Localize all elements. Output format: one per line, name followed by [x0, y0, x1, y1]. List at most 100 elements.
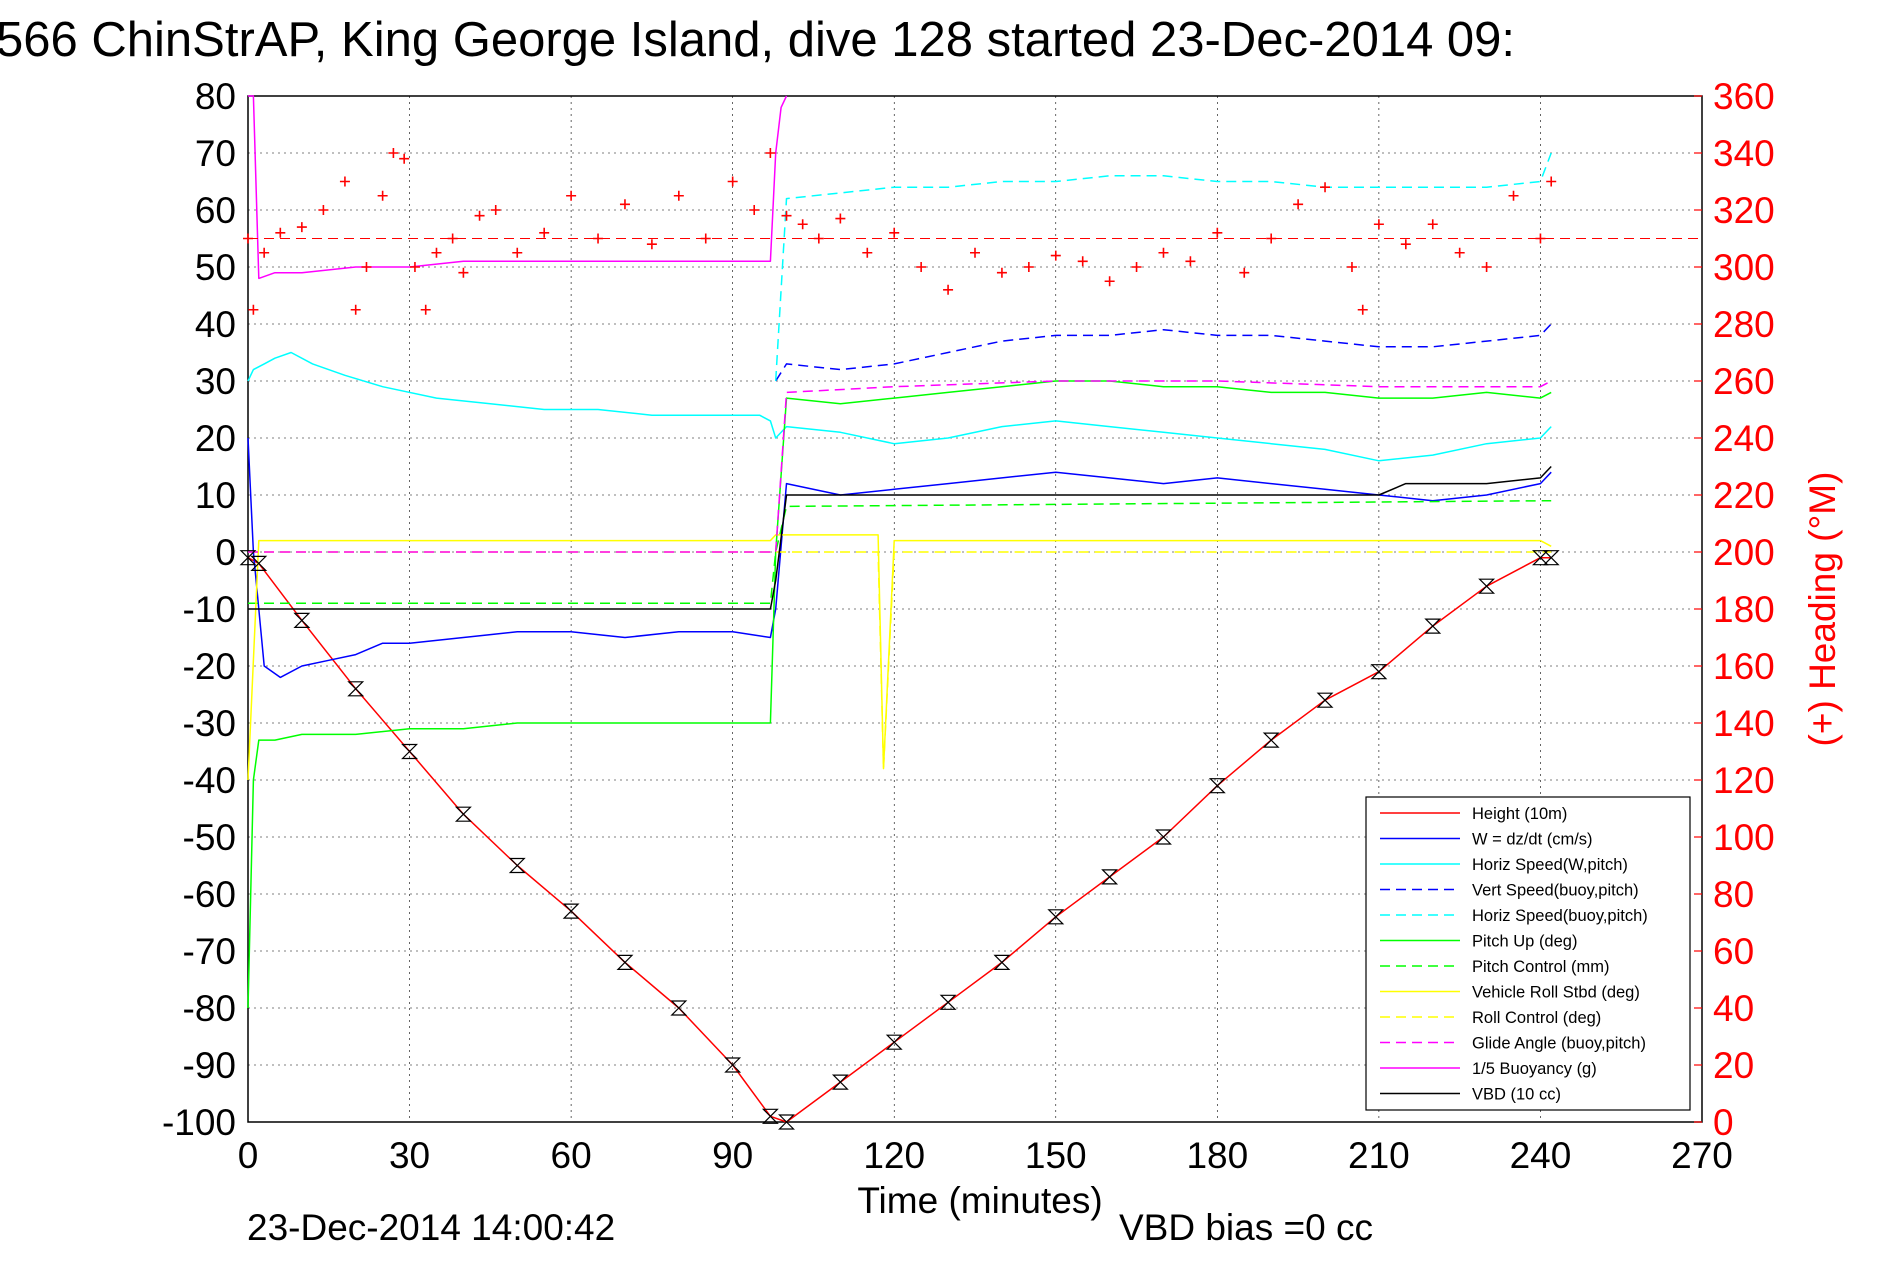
legend-box	[1365, 796, 1691, 1111]
legend-entry: Height (10m)	[1472, 805, 1567, 823]
heading-point	[361, 262, 372, 272]
heading-point	[350, 304, 361, 315]
heading-point	[943, 284, 954, 295]
y-tick-label: -60	[183, 874, 236, 915]
heading-point	[646, 239, 657, 250]
heading-point	[1357, 304, 1368, 315]
heading-point	[296, 222, 307, 233]
height-marker	[1155, 829, 1172, 845]
height-marker	[993, 954, 1011, 970]
right-y-tick-label: 100	[1713, 817, 1775, 858]
height-marker	[1316, 692, 1334, 708]
right-y-tick-label: 220	[1713, 475, 1775, 516]
height-marker	[670, 1000, 688, 1016]
height-marker	[250, 555, 268, 571]
heading-point	[318, 205, 329, 215]
right-y-tick-label: 260	[1713, 361, 1775, 402]
x-tick-label: 150	[1025, 1135, 1087, 1176]
legend-entry: Glide Angle (buoy,pitch)	[1472, 1035, 1646, 1053]
heading-point	[727, 176, 738, 187]
heading-points	[243, 148, 1702, 315]
heading-point	[409, 262, 420, 272]
heading-point	[1239, 267, 1250, 278]
height-marker	[239, 550, 257, 566]
legend-entry: Horiz Speed(W,pitch)	[1472, 856, 1628, 874]
heading-point	[259, 247, 270, 258]
legend-entry: Vert Speed(buoy,pitch)	[1472, 882, 1639, 900]
y-tick-labels: 80 70 60 50 40 30 20 10 0 -10 -20 -30 -40 -50 -60 -70 -8…	[162, 76, 236, 1143]
y-tick-label: -40	[183, 760, 236, 801]
x-tick-labels: 0 30 60 90 120 150 180 210 240 270	[238, 1135, 1733, 1176]
legend-entry: Vehicle Roll Stbd (deg)	[1472, 984, 1640, 1002]
x-tick-label: 120	[863, 1135, 925, 1176]
series-lines	[247, 95, 1552, 1123]
heading-point	[490, 205, 501, 215]
right-axis-label: (+) Heading (°M)	[1802, 472, 1843, 747]
heading-point	[1481, 262, 1492, 272]
heading-point	[1454, 247, 1465, 258]
right-y-tick-label: 80	[1713, 874, 1754, 915]
heading-point	[797, 219, 808, 230]
right-y-tick-labels: 3603403203002802602402202001801601401201…	[1694, 76, 1775, 1143]
y-tick-label: 40	[195, 304, 236, 345]
x-tick-label: 210	[1348, 1135, 1410, 1176]
heading-point	[431, 247, 442, 258]
series-line-9	[248, 380, 1552, 553]
heading-point	[512, 247, 523, 258]
x-tick-label: 240	[1510, 1135, 1572, 1176]
heading-point	[420, 304, 431, 315]
heading-point	[275, 227, 286, 238]
height-marker	[885, 1034, 903, 1050]
height-marker	[939, 994, 957, 1010]
height-markers	[239, 550, 1560, 1130]
heading-point	[781, 210, 792, 221]
heading-point	[1077, 256, 1088, 267]
right-y-tick-label: 160	[1713, 646, 1775, 687]
y-tick-label: -10	[183, 589, 236, 630]
right-y-tick-label: 340	[1713, 133, 1775, 174]
y-tick-label: 10	[195, 475, 236, 516]
series-line-1	[247, 437, 1552, 679]
heading-point	[1023, 262, 1034, 272]
height-marker	[1262, 732, 1280, 748]
x-tick-label: 180	[1186, 1135, 1248, 1176]
x-tick-label: 30	[389, 1135, 430, 1176]
y-tick-label: 70	[195, 133, 236, 174]
height-marker	[293, 612, 311, 628]
legend-entry: Roll Control (deg)	[1472, 1009, 1601, 1027]
heading-point	[1104, 276, 1115, 287]
heading-point	[862, 247, 873, 258]
legend: Height (10m) W = dz/dt (cm/s) Horiz Speed(…	[1365, 796, 1691, 1111]
x-tick-label: 90	[712, 1135, 753, 1176]
y-tick-label: -30	[183, 703, 236, 744]
y-tick-label: -70	[183, 931, 236, 972]
x-tick-label: 270	[1671, 1135, 1733, 1176]
y-tick-label: -100	[162, 1102, 236, 1143]
heading-point	[248, 304, 259, 315]
heading-point	[1212, 227, 1223, 238]
height-marker	[1424, 618, 1442, 634]
height-marker	[1047, 909, 1065, 925]
legend-entry: 1/5 Buoyancy (g)	[1472, 1060, 1597, 1078]
height-marker	[1542, 550, 1560, 566]
heading-point	[996, 267, 1007, 278]
heading-point	[1158, 247, 1169, 258]
chart-title: 566 ChinStrAP, King George Island, dive …	[0, 13, 1515, 67]
series-line-4	[774, 152, 1552, 382]
series-line-2	[247, 351, 1552, 462]
right-y-tick-label: 280	[1713, 304, 1775, 345]
legend-entry: Pitch Up (deg)	[1472, 933, 1577, 951]
heading-point	[1131, 262, 1142, 272]
right-y-tick-label: 0	[1713, 1102, 1734, 1143]
height-marker	[616, 954, 634, 970]
legend-entry: Horiz Speed(buoy,pitch)	[1472, 907, 1648, 925]
series-line-11	[248, 465, 1552, 610]
heading-point	[1346, 262, 1357, 272]
series-line-10	[248, 95, 788, 280]
right-y-tick-label: 40	[1713, 988, 1754, 1029]
y-tick-label: 30	[195, 361, 236, 402]
vbd-bias-label: VBD bias =0 cc	[1119, 1207, 1373, 1248]
y-tick-label: 50	[195, 247, 236, 288]
y-tick-label: 20	[195, 418, 236, 459]
